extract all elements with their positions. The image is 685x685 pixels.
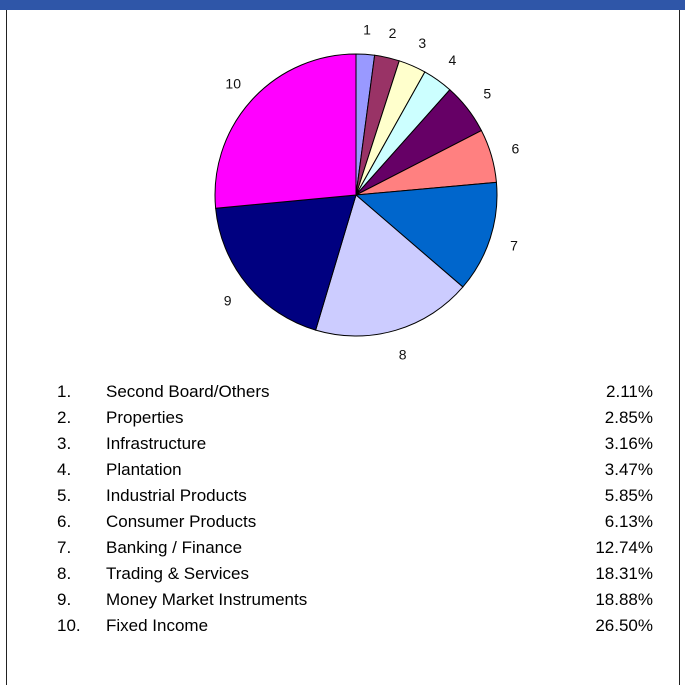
- legend-label: Properties: [106, 408, 183, 428]
- slice-label: 7: [510, 238, 518, 254]
- legend-number: 1.: [57, 382, 71, 402]
- legend-percent: 3.16%: [605, 434, 653, 454]
- legend-number: 2.: [57, 408, 71, 428]
- legend-percent: 2.85%: [605, 408, 653, 428]
- legend-percent: 2.11%: [606, 382, 653, 402]
- slice-label: 3: [418, 35, 426, 51]
- legend-label: Infrastructure: [106, 434, 206, 454]
- legend-number: 3.: [57, 434, 71, 454]
- legend-number: 9.: [57, 590, 71, 610]
- legend-row: 5. Industrial Products 5.85%: [0, 486, 685, 512]
- legend-row: 7. Banking / Finance 12.74%: [0, 538, 685, 564]
- legend-label: Money Market Instruments: [106, 590, 307, 610]
- legend-label: Fixed Income: [106, 616, 208, 636]
- slice-label: 8: [399, 346, 407, 362]
- legend-label: Trading & Services: [106, 564, 249, 584]
- legend-percent: 18.88%: [595, 590, 653, 610]
- legend-label: Second Board/Others: [106, 382, 269, 402]
- legend-row: 1. Second Board/Others 2.11%: [0, 382, 685, 408]
- legend-percent: 3.47%: [605, 460, 653, 480]
- legend-number: 10.: [57, 616, 81, 636]
- slice-label: 5: [483, 85, 491, 101]
- slice-label: 1: [363, 21, 371, 37]
- slice-label: 2: [389, 25, 397, 41]
- legend-label: Consumer Products: [106, 512, 256, 532]
- slice-label: 4: [448, 52, 456, 68]
- slice-label: 6: [512, 141, 520, 157]
- legend-number: 5.: [57, 486, 71, 506]
- legend-number: 6.: [57, 512, 71, 532]
- pie-chart: 1 2 3 4 5 6 7 8 9 10: [0, 0, 685, 379]
- legend-row: 10. Fixed Income 26.50%: [0, 616, 685, 642]
- legend-percent: 18.31%: [595, 564, 653, 584]
- legend-label: Industrial Products: [106, 486, 247, 506]
- legend-row: 8. Trading & Services 18.31%: [0, 564, 685, 590]
- legend-label: Plantation: [106, 460, 182, 480]
- legend-percent: 26.50%: [595, 616, 653, 636]
- legend-percent: 12.74%: [595, 538, 653, 558]
- slice-label: 9: [224, 292, 232, 308]
- legend-row: 4. Plantation 3.47%: [0, 460, 685, 486]
- legend-label: Banking / Finance: [106, 538, 242, 558]
- legend-row: 2. Properties 2.85%: [0, 408, 685, 434]
- legend-number: 8.: [57, 564, 71, 584]
- legend-row: 9. Money Market Instruments 18.88%: [0, 590, 685, 616]
- legend-number: 4.: [57, 460, 71, 480]
- legend-percent: 5.85%: [605, 486, 653, 506]
- legend-row: 3. Infrastructure 3.16%: [0, 434, 685, 460]
- legend-row: 6. Consumer Products 6.13%: [0, 512, 685, 538]
- legend-percent: 6.13%: [605, 512, 653, 532]
- slice-label: 10: [225, 75, 241, 91]
- legend-number: 7.: [57, 538, 71, 558]
